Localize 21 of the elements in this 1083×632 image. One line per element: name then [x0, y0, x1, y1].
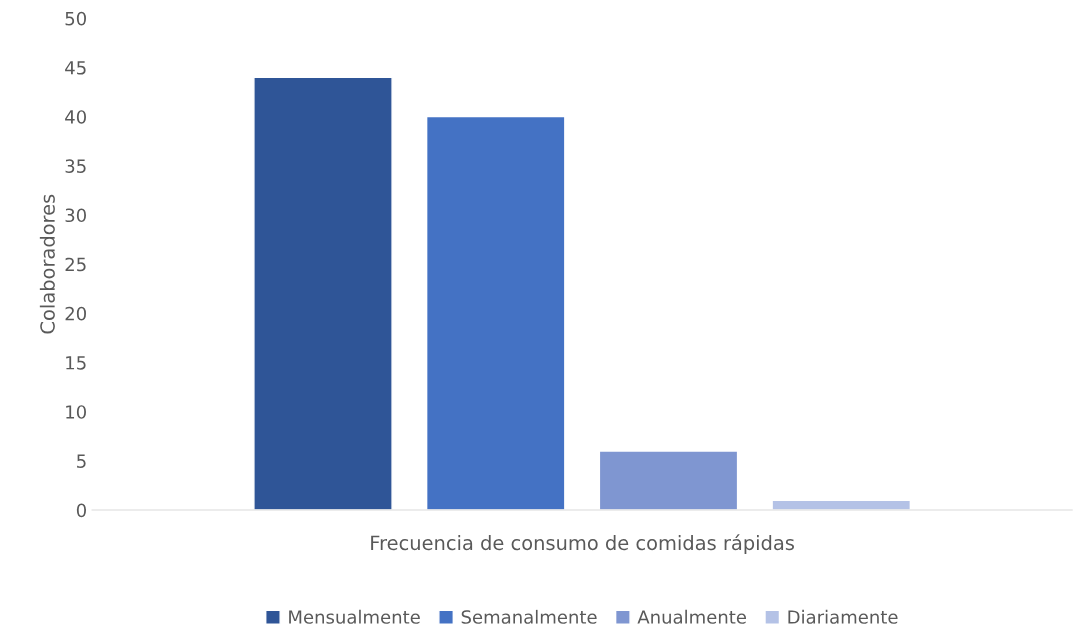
legend-label: Mensualmente: [289, 609, 420, 624]
y-tick-label: 40: [65, 110, 86, 124]
y-tick-label: 5: [77, 454, 86, 468]
y-tick-label: 0: [76, 503, 86, 518]
y-tick-label: 35: [65, 159, 86, 173]
y-axis-title: Colaboradores: [39, 194, 55, 334]
bar: [771, 499, 912, 511]
y-tick-label: 30: [65, 208, 86, 223]
bar: [425, 115, 566, 511]
legend-label: Diariamente: [788, 609, 898, 624]
y-tick-label: 50: [65, 11, 86, 26]
x-axis-title: Frecuencia de consumo de comidas rápidas: [371, 534, 794, 554]
legend-label: Semanalmente: [461, 609, 597, 624]
legend-label: Anualmente: [637, 609, 746, 624]
y-tick-label: 15: [66, 356, 86, 370]
y-tick-label: 20: [65, 306, 86, 321]
y-tick-label: 10: [66, 405, 86, 419]
bar: [253, 76, 393, 511]
y-tick-label: 25: [65, 257, 86, 272]
y-tick-label: 45: [65, 61, 86, 75]
bar: [598, 450, 739, 511]
